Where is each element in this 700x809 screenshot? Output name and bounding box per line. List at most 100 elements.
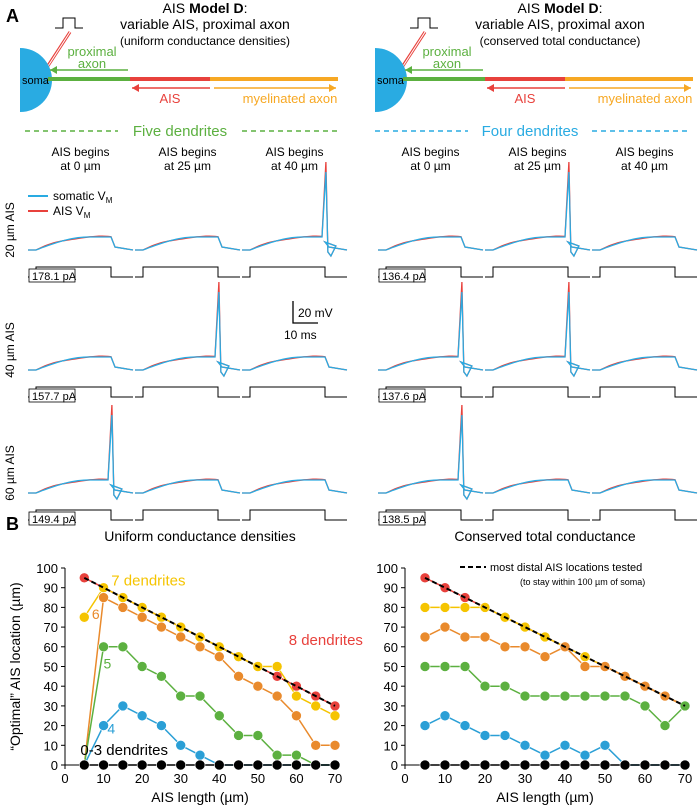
data-point	[639, 680, 651, 692]
data-point	[136, 759, 148, 771]
data-point	[233, 759, 244, 771]
title-part: :	[244, 0, 248, 16]
column-header: at 40 µm	[271, 159, 318, 173]
data-point	[233, 730, 244, 741]
data-point	[175, 739, 187, 751]
panel-label: A	[6, 6, 19, 26]
data-point	[679, 759, 691, 771]
schematic-subtitle: variable AIS, proximal axon	[475, 16, 645, 32]
column-header: at 0 µm	[410, 159, 450, 173]
data-point	[499, 641, 511, 653]
somatic-trace	[242, 479, 348, 494]
current-box	[378, 388, 426, 403]
soma	[375, 48, 407, 112]
y-tick-label: 50	[44, 660, 58, 675]
y-tick-label: 50	[384, 660, 398, 675]
y-axis-label: “Optimal” AIS location (µm)	[7, 582, 23, 750]
data-point	[291, 759, 302, 771]
title-part: :	[599, 0, 603, 16]
data-point	[156, 621, 167, 633]
data-point	[579, 759, 591, 771]
ais-trace	[592, 478, 698, 494]
ais-trace	[592, 355, 698, 371]
ais-trace	[242, 478, 348, 494]
x-tick-label: 0	[61, 771, 68, 786]
chart-title: Conserved total conductance	[454, 528, 636, 544]
reference-line	[83, 576, 336, 707]
legend-label: AIS VM	[53, 204, 91, 220]
column-header: AIS begins	[508, 145, 566, 159]
y-tick-label: 10	[44, 738, 58, 753]
proximal-arrow-head	[405, 66, 412, 74]
legend-sub: M	[84, 211, 91, 220]
data-point	[539, 759, 551, 771]
data-point	[619, 690, 631, 702]
stimulus-step	[485, 386, 590, 398]
somatic-trace	[28, 236, 134, 251]
column-header: AIS begins	[615, 145, 673, 159]
data-point	[499, 759, 511, 771]
x-tick-label: 50	[598, 771, 612, 786]
data-point	[619, 671, 631, 682]
data-point	[117, 700, 129, 712]
somatic-trace	[592, 479, 698, 494]
soma-label: soma	[22, 75, 50, 87]
data-point	[329, 739, 341, 751]
data-point	[479, 759, 491, 771]
current-box	[28, 511, 76, 526]
current-label: 136.4 pA	[382, 271, 427, 283]
somatic-trace	[135, 236, 241, 251]
somatic-trace	[485, 171, 591, 258]
x-tick-label: 0	[401, 771, 408, 786]
data-point	[291, 690, 302, 702]
row-label: 40 µm AIS	[3, 322, 17, 378]
data-point	[213, 641, 225, 653]
somatic-trace	[592, 356, 698, 371]
data-point	[659, 720, 671, 731]
data-point	[310, 700, 322, 712]
data-point	[559, 690, 571, 702]
data-point	[291, 710, 302, 722]
data-point	[175, 759, 187, 771]
scale-time: 10 ms	[284, 328, 317, 342]
ais-trace	[28, 404, 134, 501]
y-tick-label: 70	[384, 620, 398, 635]
data-point	[479, 730, 491, 741]
data-point	[271, 749, 283, 761]
current-box	[28, 268, 76, 283]
x-tick-label: 10	[438, 771, 452, 786]
series-label: 8 dendrites	[289, 632, 363, 649]
x-tick-label: 60	[289, 771, 303, 786]
data-point	[252, 680, 264, 692]
series-label: 4	[107, 720, 115, 736]
data-point	[659, 759, 671, 771]
data-point	[252, 730, 264, 741]
stimulus-icon	[55, 17, 83, 29]
ais-trace	[28, 235, 134, 251]
data-point	[579, 661, 591, 672]
schematic-title: AIS Model D:	[518, 0, 603, 16]
soma	[20, 48, 52, 112]
data-point	[519, 641, 531, 653]
row-label: 20 µm AIS	[3, 202, 17, 258]
data-point	[78, 759, 90, 771]
current-label: 138.5 pA	[382, 514, 427, 526]
ais-trace	[135, 235, 241, 251]
title-part: Model D	[544, 0, 598, 16]
ais-trace	[485, 281, 591, 378]
data-point	[479, 680, 491, 692]
data-point	[156, 720, 167, 731]
myelin-label: myelinated axon	[598, 91, 693, 106]
somatic-trace	[135, 291, 241, 378]
data-point	[117, 759, 129, 771]
somatic-trace	[378, 291, 484, 378]
series-label: 7 dendrites	[111, 573, 185, 590]
current-label: 137.6 pA	[382, 391, 427, 403]
ais-trace	[135, 478, 241, 494]
ais-trace	[485, 161, 591, 258]
soma-label: soma	[377, 75, 405, 87]
data-point	[639, 700, 651, 712]
legend-text: somatic V	[53, 189, 106, 203]
data-point	[619, 759, 631, 771]
